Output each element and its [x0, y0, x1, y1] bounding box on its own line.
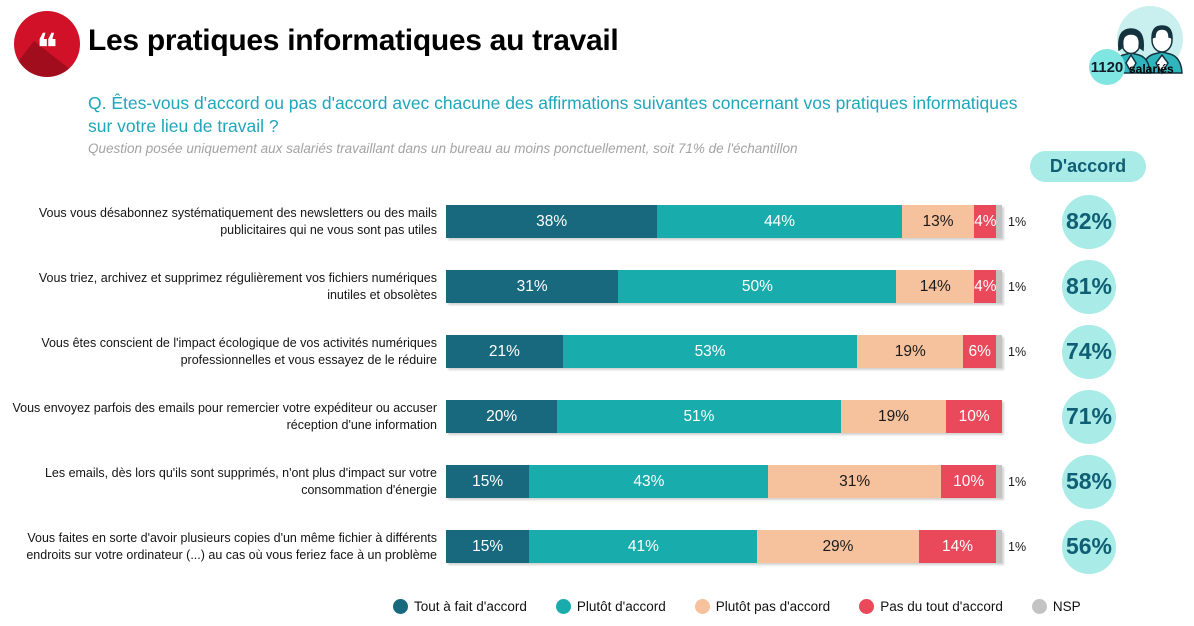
- bar-segment-1: 53%: [562, 335, 858, 368]
- nsp-value: 1%: [1008, 214, 1027, 229]
- sample-count: 1120: [1089, 49, 1125, 85]
- question-text: Q. Êtes-vous d'accord ou pas d'accord av…: [88, 93, 1018, 137]
- chart-row: Vous vous désabonnez systématiquement de…: [0, 189, 1194, 254]
- agree-circle: 56%: [1062, 519, 1116, 574]
- statement-label: Les emails, dès lors qu'ils sont supprim…: [44, 466, 437, 497]
- bar-segment-2: 31%: [768, 465, 941, 498]
- bar-segment-4: [996, 530, 1002, 563]
- legend-label: Pas du tout d'accord: [880, 599, 1003, 614]
- statement-label: Vous envoyez parfois des emails pour rem…: [12, 401, 437, 432]
- legend-dot-plutot-pas-accord: [694, 599, 710, 614]
- sample-size-badge: 1120 salariés: [1088, 3, 1186, 87]
- bar-track: 15% 41% 29% 14%: [446, 530, 1002, 563]
- bar-segment-0: 21%: [446, 335, 563, 368]
- bar-segment-0: 20%: [446, 400, 558, 433]
- legend-label: Plutôt pas d'accord: [715, 599, 831, 614]
- bar-segment-0: 38%: [446, 205, 658, 238]
- nsp-value: 1%: [1008, 539, 1027, 554]
- bar-segment-0: 15%: [446, 530, 530, 563]
- agree-cell: 71%: [1042, 389, 1194, 444]
- agree-circle: 71%: [1062, 389, 1116, 444]
- legend-label: NSP: [1052, 599, 1081, 614]
- bar-track: 20% 51% 19% 10%: [446, 400, 1002, 433]
- agree-circle: 82%: [1062, 194, 1116, 249]
- legend-dot-plutot-accord: [555, 599, 571, 614]
- statement-label: Vous vous désabonnez systématiquement de…: [38, 206, 437, 237]
- chart-row: Vous envoyez parfois des emails pour rem…: [0, 384, 1194, 449]
- agree-cell: 82%: [1042, 194, 1194, 249]
- bar-track: 15% 43% 31% 10%: [446, 465, 1002, 498]
- bar-segment-1: 51%: [557, 400, 841, 433]
- agree-circle: 58%: [1062, 454, 1116, 509]
- bar-track: 38% 44% 13% 4%: [446, 205, 1002, 238]
- nsp-value: 1%: [1008, 279, 1027, 294]
- agree-cell: 58%: [1042, 454, 1194, 509]
- nsp-value: 1%: [1008, 344, 1027, 359]
- chart-row: Vous triez, archivez et supprimez réguli…: [0, 254, 1194, 319]
- legend-item: NSP: [1031, 599, 1081, 614]
- question-block: Q. Êtes-vous d'accord ou pas d'accord av…: [88, 92, 1033, 156]
- bar-segment-1: 41%: [529, 530, 758, 563]
- bar-segment-1: 50%: [618, 270, 897, 303]
- bar-segment-0: 15%: [446, 465, 530, 498]
- nsp-value: 1%: [1008, 474, 1027, 489]
- page-title: Les pratiques informatiques au travail: [88, 24, 619, 57]
- bar-track: 21% 53% 19% 6%: [446, 335, 1002, 368]
- bar-segment-4: [996, 465, 1002, 498]
- legend-label: Tout à fait d'accord: [414, 599, 527, 614]
- bar-segment-3: 4%: [974, 270, 997, 303]
- bar-segment-1: 43%: [529, 465, 769, 498]
- stacked-bar-chart: Vous vous désabonnez systématiquement de…: [0, 189, 1194, 579]
- legend-item: Plutôt pas d'accord: [694, 599, 831, 614]
- legend-label: Plutôt d'accord: [576, 599, 666, 614]
- two-people-icon: [1111, 6, 1183, 75]
- legend-item: Pas du tout d'accord: [859, 599, 1003, 614]
- bar-segment-3: 14%: [918, 530, 997, 563]
- bar-segment-2: 13%: [901, 205, 975, 238]
- bar-segment-4: [996, 205, 1002, 238]
- agree-cell: 74%: [1042, 324, 1194, 379]
- agree-circle: 74%: [1062, 324, 1116, 379]
- double-quote-glyph: ❝: [36, 26, 58, 72]
- quote-icon: ❝: [14, 11, 80, 77]
- statement-label: Vous faites en sorte d'avoir plusieurs c…: [26, 531, 437, 562]
- bar-segment-2: 19%: [840, 400, 947, 433]
- legend-item: Tout à fait d'accord: [393, 599, 527, 614]
- statement-label: Vous triez, archivez et supprimez réguli…: [38, 271, 437, 302]
- bar-segment-3: 10%: [940, 465, 997, 498]
- sample-count-label: salariés: [1129, 62, 1174, 76]
- chart-row: Vous faites en sorte d'avoir plusieurs c…: [0, 514, 1194, 579]
- bar-segment-3: 4%: [974, 205, 996, 238]
- agree-circle: 81%: [1062, 259, 1116, 314]
- bar-segment-0: 31%: [446, 270, 619, 303]
- bar-segment-3: 6%: [963, 335, 997, 368]
- bar-segment-4: [996, 270, 1002, 303]
- bar-segment-3: 10%: [946, 400, 1002, 433]
- bar-track: 31% 50% 14% 4%: [446, 270, 1002, 303]
- agree-cell: 56%: [1042, 519, 1194, 574]
- chart-row: Les emails, dès lors qu'ils sont supprim…: [0, 449, 1194, 514]
- statement-label: Vous êtes conscient de l'impact écologiq…: [41, 336, 437, 367]
- bar-segment-2: 14%: [896, 270, 975, 303]
- bar-segment-2: 29%: [757, 530, 919, 563]
- legend: Tout à fait d'accord Plutôt d'accord Plu…: [393, 599, 1081, 614]
- bar-segment-1: 44%: [657, 205, 902, 238]
- chart-row: Vous êtes conscient de l'impact écologiq…: [0, 319, 1194, 384]
- agree-cell: 81%: [1042, 259, 1194, 314]
- legend-dot-pas-du-tout-accord: [859, 599, 875, 614]
- bar-segment-4: [996, 335, 1002, 368]
- bar-segment-2: 19%: [857, 335, 964, 368]
- legend-dot-tout-a-fait: [393, 599, 408, 614]
- legend-item: Plutôt d'accord: [555, 599, 666, 614]
- legend-dot-nsp: [1031, 599, 1047, 614]
- question-note: Question posée uniquement aux salariés t…: [88, 141, 798, 157]
- agree-column-header: D'accord: [1030, 151, 1146, 182]
